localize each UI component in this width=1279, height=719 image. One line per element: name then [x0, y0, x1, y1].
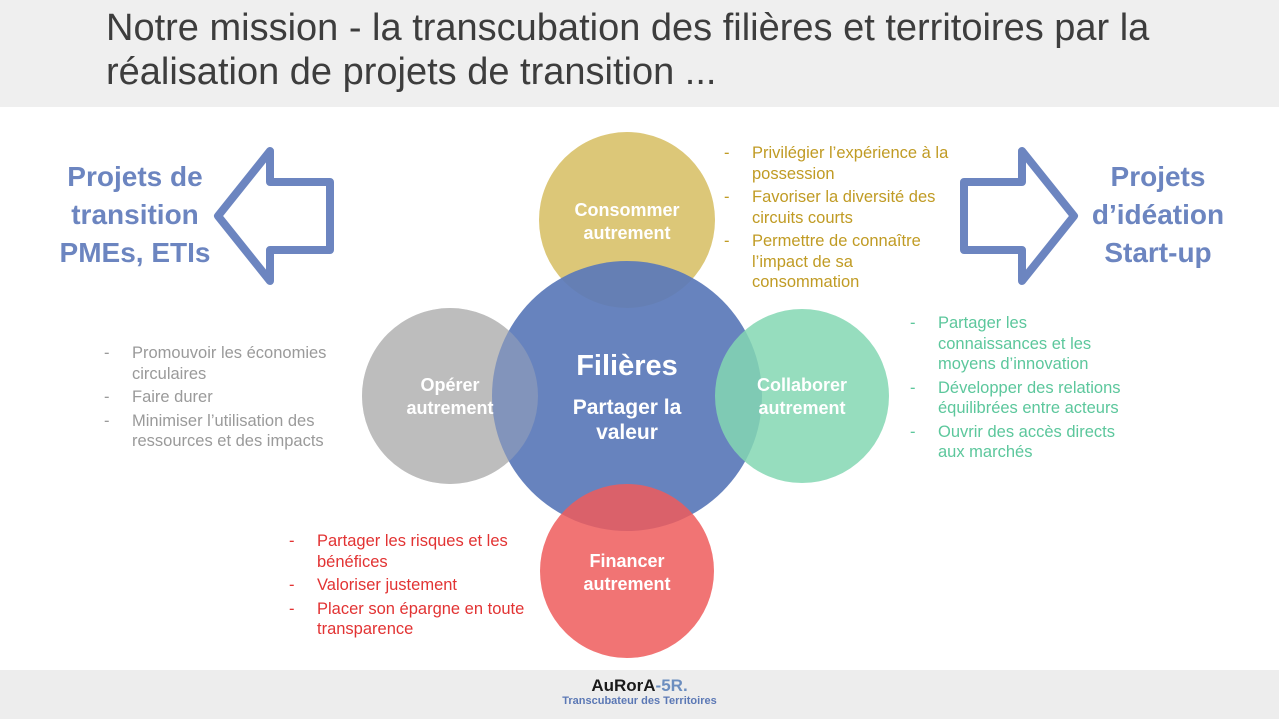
bullet-dash: - [724, 144, 730, 162]
right-title-line: Projets [1110, 161, 1206, 192]
operer-list: - Promouvoir les économies circulaires -F… [104, 343, 364, 455]
logo-accent: -5R. [655, 676, 688, 695]
logo-main: AuRorA [591, 676, 656, 695]
bullet-dash: - [289, 532, 295, 550]
left-arrow-icon [214, 147, 334, 285]
bullet-dash: - [104, 411, 110, 430]
collaborer-label-2: autrement [758, 398, 845, 418]
financer-label-2: autrement [583, 574, 670, 594]
bullet-dash: - [724, 188, 730, 206]
list-item: - Développer des relations équilibrées en… [910, 378, 1121, 418]
list-item: - Partager les connaissances et les moyen… [910, 314, 1092, 373]
right-title-line: Start-up [1104, 237, 1212, 268]
consommer-circle [539, 132, 715, 308]
list-item: - Ouvrir des accès directs aux marchés [910, 422, 1115, 462]
financer-label-1: Financer [589, 551, 664, 571]
bullet-dash: - [910, 314, 916, 332]
right-projects-title: Projets d’idéation Start-up [1068, 158, 1248, 272]
bullet-dash: - [289, 576, 295, 594]
bullet-dash: - [910, 378, 916, 397]
bullet-dash: - [104, 388, 110, 406]
right-arrow-icon [960, 147, 1078, 285]
financer-list: - Partager les risques et les bénéfices -… [289, 531, 557, 643]
financer-circle [540, 484, 714, 658]
bullet-dash: - [104, 344, 110, 362]
bullet-dash: - [289, 599, 295, 618]
header-bar [0, 0, 1279, 107]
filieres-circle [492, 261, 762, 531]
collaborer-label-1: Collaborer [757, 375, 847, 395]
filieres-title: Filières [576, 350, 678, 382]
list-item: - Privilégier l’expérience à la possessio… [724, 144, 949, 183]
list-item: - Placer son épargne en toute transparenc… [289, 599, 525, 639]
list-item: - Minimiser l’utilisation des ressources … [104, 411, 324, 451]
list-item: - Partager les risques et les bénéfices [289, 532, 508, 571]
left-title-line: transition [71, 199, 199, 230]
list-item: - Favoriser la diversité des circuits cou… [724, 188, 936, 227]
page-title: Notre mission - la transcubation des fil… [106, 7, 1150, 93]
left-title-line: Projets de [67, 161, 203, 192]
consommer-label-1: Consommer [574, 200, 679, 220]
list-item: - Permettre de connaître l’impact de sa c… [724, 232, 921, 291]
left-projects-title: Projets de transition PMEs, ETIs [40, 158, 230, 272]
filieres-subtitle-2: valeur [596, 421, 658, 444]
operer-circle [362, 308, 538, 484]
logo-tagline: Transcubateur des Territoires [562, 695, 717, 707]
bullet-dash: - [910, 422, 916, 441]
consommer-label-2: autrement [583, 223, 670, 243]
collaborer-list: - Partager les connaissances et les moyen… [910, 313, 1125, 466]
aurora-logo: AuRorA-5R. Transcubateur des Territoires [0, 677, 1279, 708]
footer-bar [0, 670, 1279, 719]
bullet-dash: - [724, 232, 730, 250]
logo-name: AuRorA-5R. [0, 677, 1279, 695]
collaborer-circle [715, 309, 889, 483]
operer-label-1: Opérer [420, 375, 479, 395]
list-item: - Promouvoir les économies circulaires [104, 344, 327, 383]
left-title-line: PMEs, ETIs [59, 237, 211, 268]
list-item: - Faire durer [104, 388, 213, 406]
operer-overlap [362, 308, 538, 484]
operer-label-2: autrement [406, 398, 493, 418]
list-item: - Valoriser justement [289, 576, 458, 594]
filieres-subtitle-1: Partager la [573, 396, 682, 419]
right-title-line: d’idéation [1091, 199, 1225, 230]
consommer-list: - Privilégier l’expérience à la possessio… [724, 143, 960, 296]
